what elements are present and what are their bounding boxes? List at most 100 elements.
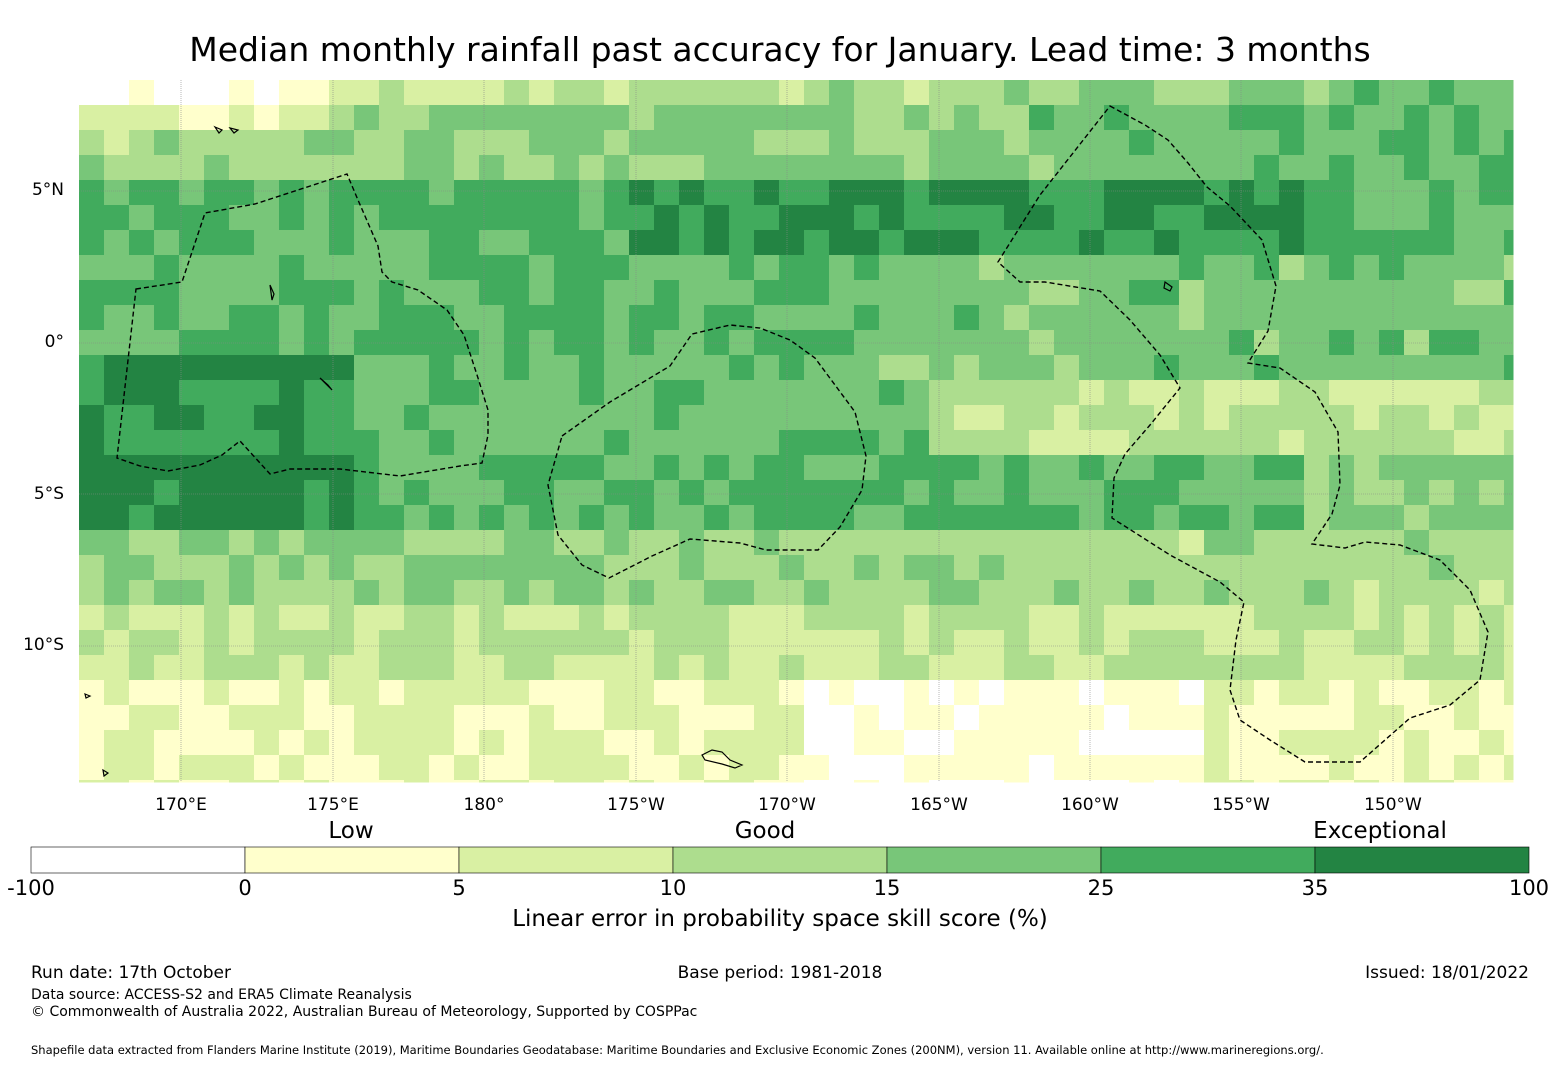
grid-cell (79, 280, 105, 306)
grid-cell (904, 355, 930, 381)
grid-cell (1454, 455, 1480, 481)
grid-cell (1379, 730, 1405, 756)
grid-cell (954, 280, 980, 306)
grid-cell (729, 355, 755, 381)
grid-cell (79, 180, 105, 206)
grid-cell (179, 255, 205, 281)
grid-cell (1379, 155, 1405, 181)
grid-cell (654, 80, 680, 106)
grid-cell (279, 480, 305, 506)
grid-cell (504, 180, 530, 206)
grid-cell (879, 780, 905, 783)
grid-cell (1354, 555, 1380, 581)
grid-cell (829, 780, 855, 783)
grid-cell (829, 280, 855, 306)
grid-cell (479, 105, 505, 131)
grid-cell (604, 430, 630, 456)
grid-cell (979, 780, 1005, 783)
grid-cell (179, 630, 205, 656)
grid-cell (979, 80, 1005, 106)
grid-cell (1204, 530, 1230, 556)
grid-cell (179, 680, 205, 706)
grid-cell (1154, 305, 1180, 331)
grid-cell (429, 555, 455, 581)
grid-cell (704, 155, 730, 181)
grid-cell (804, 605, 830, 631)
grid-cell (379, 480, 405, 506)
grid-cell (229, 530, 255, 556)
grid-cell (1304, 580, 1330, 606)
grid-cell (954, 655, 980, 681)
grid-cell (204, 130, 230, 156)
grid-cell (604, 530, 630, 556)
grid-cell (804, 555, 830, 581)
grid-cell (1404, 730, 1430, 756)
grid-cell (1079, 130, 1105, 156)
grid-cell (979, 630, 1005, 656)
grid-cell (229, 655, 255, 681)
grid-cell (1479, 80, 1505, 106)
grid-cell (454, 680, 480, 706)
grid-cell (1029, 355, 1055, 381)
grid-cell (454, 605, 480, 631)
grid-cell (1504, 305, 1514, 331)
grid-cell (579, 155, 605, 181)
grid-cell (179, 505, 205, 531)
grid-cell (654, 280, 680, 306)
grid-cell (1054, 430, 1080, 456)
colorbar-tick: 5 (452, 876, 466, 900)
grid-cell (804, 355, 830, 381)
grid-cell (529, 605, 555, 631)
grid-cell (554, 780, 580, 783)
grid-cell (904, 230, 930, 256)
grid-cell (479, 705, 505, 731)
grid-cell (554, 505, 580, 531)
grid-cell (579, 505, 605, 531)
grid-cell (1429, 430, 1455, 456)
grid-cell (254, 755, 280, 781)
grid-cell (879, 730, 905, 756)
grid-cell (1029, 655, 1055, 681)
grid-cell (679, 730, 705, 756)
grid-cell (354, 405, 380, 431)
grid-cell (954, 380, 980, 406)
lon-label-170e: 170°E (155, 795, 207, 815)
grid-cell (679, 130, 705, 156)
grid-cell (704, 380, 730, 406)
grid-cell (604, 305, 630, 331)
grid-cell (1054, 480, 1080, 506)
grid-cell (629, 680, 655, 706)
grid-cell (204, 605, 230, 631)
grid-cell (779, 630, 805, 656)
grid-cell (129, 555, 155, 581)
grid-cell (304, 655, 330, 681)
grid-cell (679, 280, 705, 306)
grid-cell (479, 180, 505, 206)
grid-cell (779, 105, 805, 131)
grid-cell (279, 730, 305, 756)
grid-cell (454, 480, 480, 506)
grid-cell (1454, 630, 1480, 656)
grid-cell (979, 655, 1005, 681)
grid-cell (1029, 505, 1055, 531)
grid-cell (129, 130, 155, 156)
grid-cell (179, 380, 205, 406)
grid-cell (629, 730, 655, 756)
grid-cell (1304, 655, 1330, 681)
grid-cell (854, 705, 880, 731)
grid-cell (404, 430, 430, 456)
grid-cell (1304, 730, 1330, 756)
grid-cell (1479, 530, 1505, 556)
grid-cell (1179, 480, 1205, 506)
grid-cell (604, 605, 630, 631)
legend-category-exceptional: Exceptional (1313, 818, 1447, 844)
grid-cell (1354, 380, 1380, 406)
grid-cell (279, 455, 305, 481)
grid-cell (1454, 255, 1480, 281)
grid-cell (254, 480, 280, 506)
grid-cell (979, 480, 1005, 506)
grid-cell (354, 430, 380, 456)
eez-boundary-tuvalu-kiribati-west (116, 173, 489, 477)
grid-cell (804, 155, 830, 181)
grid-cell (1204, 580, 1230, 606)
